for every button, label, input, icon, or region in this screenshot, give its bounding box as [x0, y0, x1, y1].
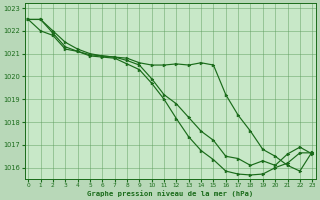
- X-axis label: Graphe pression niveau de la mer (hPa): Graphe pression niveau de la mer (hPa): [87, 190, 253, 197]
